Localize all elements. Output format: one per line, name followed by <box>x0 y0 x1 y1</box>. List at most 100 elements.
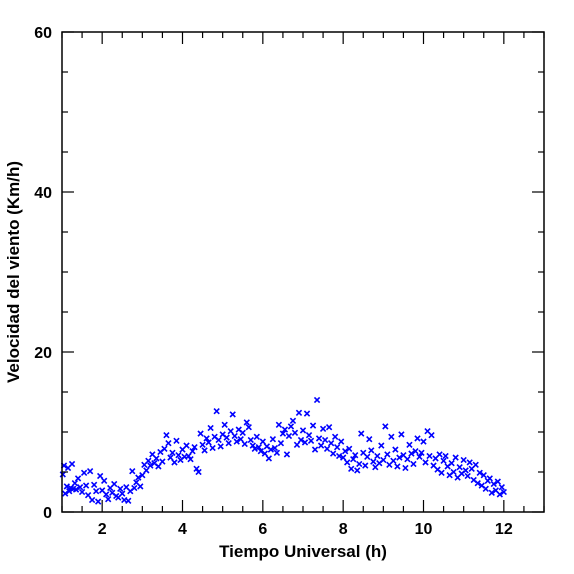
data-point <box>59 471 66 478</box>
data-point <box>285 432 293 440</box>
data-point <box>402 464 409 472</box>
data-point <box>259 438 266 445</box>
x-tick-label: 8 <box>339 521 348 538</box>
data-point <box>249 442 256 449</box>
data-point <box>362 462 369 469</box>
data-point <box>193 465 200 472</box>
data-point <box>143 467 150 474</box>
y-tick-label: 40 <box>34 185 52 202</box>
data-point <box>189 448 196 455</box>
data-point <box>388 433 395 440</box>
data-point <box>145 457 152 464</box>
data-point <box>261 450 269 457</box>
x-tick-label: 10 <box>415 521 433 538</box>
data-point <box>404 456 411 463</box>
data-point <box>422 459 429 466</box>
data-point <box>103 491 110 498</box>
data-point <box>247 436 254 444</box>
data-point <box>384 451 391 458</box>
data-point <box>474 480 481 487</box>
data-point <box>251 445 258 452</box>
data-point <box>169 449 176 456</box>
data-point <box>86 468 94 475</box>
x-tick-label: 4 <box>178 521 187 538</box>
data-point <box>420 438 427 445</box>
data-point <box>74 475 82 482</box>
data-point <box>205 439 212 446</box>
data-point <box>171 459 178 466</box>
data-point <box>408 450 415 457</box>
data-point <box>289 417 297 424</box>
data-point <box>84 492 92 499</box>
data-point <box>255 444 262 451</box>
data-point <box>394 463 401 470</box>
data-point <box>327 440 335 447</box>
data-point <box>370 458 377 465</box>
y-tick-label: 60 <box>34 25 52 42</box>
data-point <box>72 486 80 493</box>
data-point <box>233 438 240 445</box>
data-point <box>96 472 104 480</box>
data-point <box>380 456 387 464</box>
data-point <box>147 462 154 469</box>
data-point <box>62 490 69 497</box>
x-tick-labels: 2 4 6 8 10 12 <box>98 521 513 538</box>
data-point <box>442 452 449 460</box>
data-point <box>344 459 351 466</box>
data-point <box>213 408 220 415</box>
data-point <box>279 430 287 437</box>
data-point <box>462 467 469 474</box>
data-point <box>153 455 160 462</box>
data-point <box>197 430 204 437</box>
data-point <box>450 468 457 476</box>
data-point <box>117 485 124 492</box>
data-point <box>165 440 172 447</box>
data-point <box>209 444 216 452</box>
data-point <box>364 453 371 460</box>
data-point <box>382 423 389 430</box>
data-point <box>90 481 98 488</box>
data-point <box>231 432 238 440</box>
data-point <box>406 441 413 448</box>
y-tick-label: 20 <box>34 345 52 362</box>
data-point <box>295 409 303 416</box>
data-point <box>414 435 421 442</box>
data-point <box>129 468 136 475</box>
data-point <box>221 421 228 428</box>
data-point <box>335 452 343 460</box>
data-point <box>215 436 222 444</box>
data-point <box>101 477 108 484</box>
data-point <box>486 475 493 482</box>
data-point <box>331 433 339 440</box>
data-point <box>291 429 299 436</box>
data-point <box>337 438 345 445</box>
data-point <box>482 485 489 492</box>
data-point <box>275 421 283 428</box>
data-point <box>63 483 70 490</box>
data-point <box>323 445 331 452</box>
data-point <box>76 484 84 491</box>
data-point <box>333 444 341 451</box>
data-point <box>440 457 447 464</box>
data-point <box>94 498 102 505</box>
data-point <box>398 431 405 438</box>
data-point <box>352 452 359 459</box>
data-point <box>111 480 118 488</box>
data-point <box>283 451 291 458</box>
data-point <box>390 457 397 464</box>
data-point <box>125 497 132 504</box>
plot-frame <box>61 31 545 513</box>
data-point <box>135 474 142 481</box>
data-point <box>269 436 277 443</box>
data-point <box>229 411 236 418</box>
x-tick-label: 2 <box>98 521 107 538</box>
x-tick-label: 12 <box>495 521 513 538</box>
data-point <box>245 424 252 431</box>
data-point <box>448 460 455 467</box>
data-point <box>378 442 385 449</box>
data-point <box>293 441 301 448</box>
data-point <box>329 450 337 457</box>
data-point <box>301 439 309 446</box>
data-point <box>281 426 289 433</box>
data-point <box>480 472 487 479</box>
